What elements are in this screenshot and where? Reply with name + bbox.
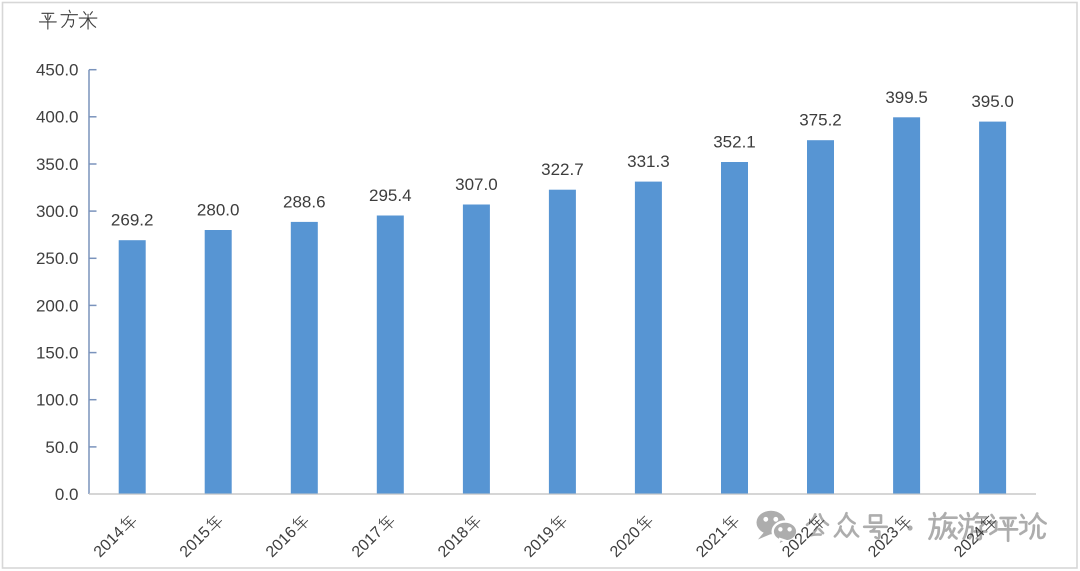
svg-text:2018: 2018 bbox=[435, 524, 472, 561]
svg-text:2014: 2014 bbox=[91, 524, 128, 561]
svg-text:350.0: 350.0 bbox=[36, 155, 79, 174]
svg-text:2015: 2015 bbox=[177, 524, 214, 561]
svg-text:300.0: 300.0 bbox=[36, 202, 79, 221]
svg-text:2024: 2024 bbox=[951, 524, 988, 561]
svg-text:399.5: 399.5 bbox=[885, 88, 928, 107]
svg-text:50.0: 50.0 bbox=[45, 438, 78, 457]
svg-text:150.0: 150.0 bbox=[36, 344, 79, 363]
svg-text:100.0: 100.0 bbox=[36, 391, 79, 410]
svg-text:288.6: 288.6 bbox=[283, 192, 326, 211]
svg-text:331.3: 331.3 bbox=[627, 152, 670, 171]
svg-text:450.0: 450.0 bbox=[36, 61, 79, 80]
svg-text:2019: 2019 bbox=[521, 524, 558, 561]
svg-text:322.7: 322.7 bbox=[541, 160, 584, 179]
svg-text:307.0: 307.0 bbox=[455, 175, 498, 194]
svg-text:400.0: 400.0 bbox=[36, 108, 79, 127]
svg-text:295.4: 295.4 bbox=[369, 186, 412, 205]
svg-text:200.0: 200.0 bbox=[36, 296, 79, 315]
svg-text:269.2: 269.2 bbox=[111, 211, 154, 230]
svg-text:375.2: 375.2 bbox=[799, 111, 842, 130]
svg-text:280.0: 280.0 bbox=[197, 201, 240, 220]
svg-text:395.0: 395.0 bbox=[971, 92, 1014, 111]
svg-text:352.1: 352.1 bbox=[713, 133, 756, 152]
svg-text:2017: 2017 bbox=[349, 524, 386, 561]
svg-text:2021: 2021 bbox=[693, 524, 730, 561]
svg-text:250.0: 250.0 bbox=[36, 249, 79, 268]
svg-text:2020: 2020 bbox=[607, 524, 644, 561]
svg-text:2016: 2016 bbox=[263, 524, 300, 561]
svg-text:2023: 2023 bbox=[865, 524, 902, 561]
svg-text:0.0: 0.0 bbox=[55, 485, 79, 504]
